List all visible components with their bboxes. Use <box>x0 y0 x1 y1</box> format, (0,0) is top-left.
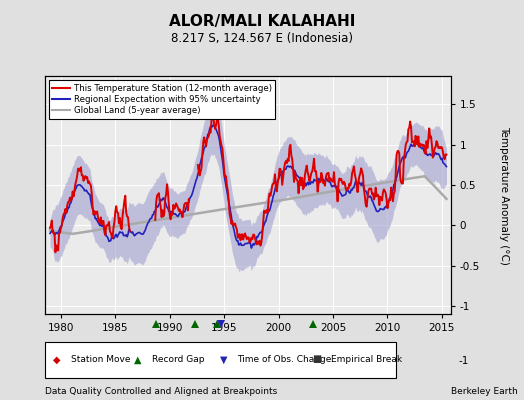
Text: Data Quality Controlled and Aligned at Breakpoints: Data Quality Controlled and Aligned at B… <box>45 387 277 396</box>
Text: 8.217 S, 124.567 E (Indonesia): 8.217 S, 124.567 E (Indonesia) <box>171 32 353 45</box>
Legend: This Temperature Station (12-month average), Regional Expectation with 95% uncer: This Temperature Station (12-month avera… <box>49 80 275 118</box>
Text: Time of Obs. Change: Time of Obs. Change <box>237 355 332 364</box>
Text: ■: ■ <box>312 354 321 364</box>
Text: ALOR/MALI KALAHAHI: ALOR/MALI KALAHAHI <box>169 14 355 29</box>
Text: Empirical Break: Empirical Break <box>331 355 402 364</box>
Text: Station Move: Station Move <box>71 355 130 364</box>
FancyBboxPatch shape <box>45 342 396 378</box>
Text: Record Gap: Record Gap <box>152 355 205 364</box>
Text: ▼: ▼ <box>220 354 227 364</box>
Y-axis label: Temperature Anomaly (°C): Temperature Anomaly (°C) <box>499 126 509 264</box>
Text: -1: -1 <box>458 356 469 366</box>
Text: ◆: ◆ <box>53 354 60 364</box>
Text: Berkeley Earth: Berkeley Earth <box>451 387 517 396</box>
Text: ▲: ▲ <box>134 354 141 364</box>
